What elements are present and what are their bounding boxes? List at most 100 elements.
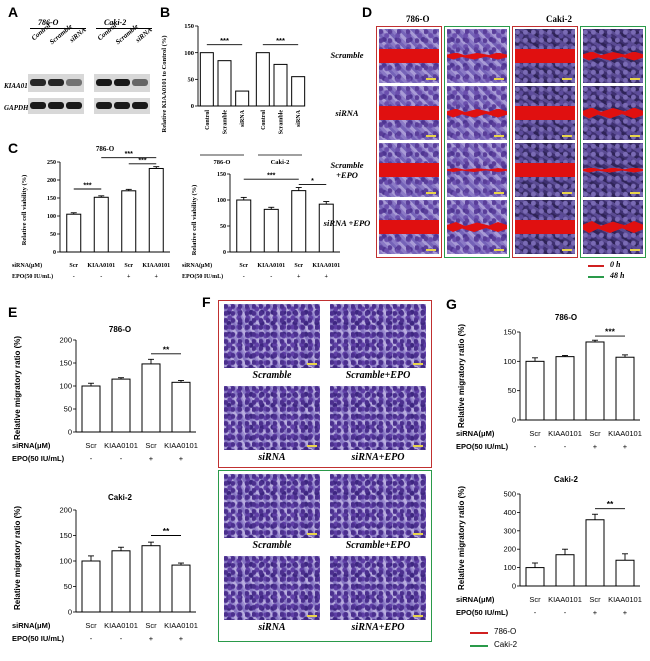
significance-stars: ***: [138, 157, 146, 164]
wound-area: [447, 52, 507, 60]
bar: [585, 519, 605, 587]
y-tick-label: 400: [503, 508, 516, 517]
chart-title: Caki-2: [108, 493, 133, 502]
chart-title: 786-O: [109, 325, 131, 334]
y-axis-label: Relative cell viability (%): [21, 175, 28, 246]
wound-micrograph: [515, 200, 575, 254]
significance-stars: ***: [276, 36, 285, 45]
y-tick-label: 100: [184, 50, 194, 57]
condition-sirna: KIAA0101: [257, 263, 285, 269]
wound-area: [447, 168, 507, 172]
scale-bar: [494, 192, 504, 194]
panel-letter-e: E: [8, 304, 18, 320]
condition-epo: -: [100, 274, 102, 280]
chart-title: Caki-2: [554, 475, 579, 484]
condition-sirna: KIAA0101: [164, 621, 198, 630]
frame-0h-786o: [376, 26, 442, 258]
scale-bar: [307, 533, 317, 535]
y-tick-label: 0: [68, 428, 72, 437]
scale-bar: [426, 78, 436, 80]
condition-epo: +: [593, 442, 598, 451]
row-label-epo: EPO(50 IU/mL): [12, 454, 65, 463]
micrograph-caption: siRNA: [258, 622, 286, 633]
condition-epo: -: [120, 454, 123, 463]
y-tick-label: 300: [503, 526, 516, 535]
significance-stars: **: [163, 344, 170, 354]
wound-area: [515, 106, 575, 120]
significance-stars: ***: [220, 36, 229, 45]
panel-letter-c: C: [8, 140, 19, 156]
bar: [291, 76, 306, 107]
row-label-epo: EPO(50 IU/mL): [456, 442, 509, 451]
bar: [525, 360, 545, 421]
condition-epo: -: [564, 608, 567, 617]
band-kiaa0101: [48, 79, 64, 86]
x-tick-label: Control: [261, 110, 267, 130]
wound-micrograph: [379, 200, 439, 254]
condition-sirna: KIAA0101: [608, 595, 642, 604]
frame-786o: [218, 300, 432, 468]
legend-swatch-786o: [470, 632, 488, 634]
y-tick-label: 0: [512, 582, 516, 591]
x-tick-label: Scramble: [223, 110, 229, 135]
legend-label-786o: 786-O: [494, 627, 517, 636]
condition-epo: +: [179, 634, 184, 643]
bar: [81, 560, 101, 613]
group-label-786o: 786-O: [214, 159, 231, 166]
legend-label-0h: 0 h: [610, 260, 621, 269]
y-axis-label: Relative migratory ratio (%): [13, 336, 22, 440]
transwell-micrograph: [330, 474, 426, 538]
row-label-sirna: siRNA(μM): [12, 441, 51, 450]
condition-epo: -: [534, 608, 537, 617]
legend-swatch-caki2: [470, 645, 488, 647]
condition-sirna: KIAA0101: [104, 441, 138, 450]
wound-micrograph: [583, 143, 643, 197]
condition-epo: -: [90, 454, 93, 463]
y-tick-label: 150: [47, 196, 56, 202]
y-axis-label: Relative migratory ratio (%): [457, 324, 466, 428]
row-label-sirna-epo: siRNA +EPO: [323, 218, 371, 228]
y-tick-label: 50: [220, 224, 226, 230]
wound-micrograph: [447, 86, 507, 140]
row-label-epo: EPO(50 IU/mL): [182, 273, 223, 280]
y-tick-label: 100: [217, 198, 226, 204]
bar: [318, 203, 334, 253]
scale-bar: [413, 445, 423, 447]
significance-stars: ***: [267, 173, 275, 180]
group-label-caki2: Caki-2: [271, 159, 290, 166]
condition-epo: +: [325, 274, 329, 280]
transwell-micrograph: [224, 556, 320, 620]
condition-epo: -: [73, 274, 75, 280]
x-tick-label: Scramble: [279, 110, 285, 135]
wound-micrograph: [583, 86, 643, 140]
bar: [66, 213, 82, 253]
micrograph-caption: Scramble: [252, 540, 292, 551]
scale-bar: [426, 135, 436, 137]
significance-stars: ***: [605, 327, 616, 337]
condition-epo: -: [243, 274, 245, 280]
bar: [217, 60, 232, 107]
condition-sirna: KIAA0101: [608, 429, 642, 438]
panel-c-viability-786o-chart: 786-O Relative cell viability (%) 0 50 100…: [12, 145, 170, 280]
bar: [111, 378, 131, 433]
significance-stars: *: [311, 178, 314, 185]
wound-area: [583, 51, 643, 61]
row-label-sirna: siRNA(μM): [182, 262, 212, 269]
significance-stars: ***: [125, 151, 133, 158]
legend-label-caki2: Caki-2: [494, 640, 518, 649]
scale-bar: [562, 249, 572, 251]
scale-bar: [426, 249, 436, 251]
condition-sirna: Scr: [589, 595, 601, 604]
condition-epo: +: [623, 442, 628, 451]
micrograph-caption: Scramble: [252, 370, 292, 381]
condition-epo: -: [564, 442, 567, 451]
significance-stars: **: [607, 499, 614, 509]
panel-letter-b: B: [160, 4, 171, 20]
condition-sirna: Scr: [294, 263, 303, 269]
bar: [555, 356, 575, 421]
wound-area: [583, 221, 643, 233]
panel-letter-f: F: [202, 294, 211, 310]
chart-title: 786-O: [96, 145, 115, 153]
wound-area: [515, 163, 575, 177]
wound-micrograph: [515, 86, 575, 140]
